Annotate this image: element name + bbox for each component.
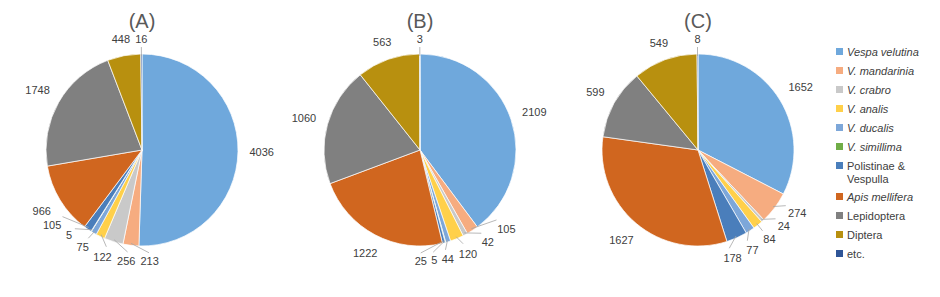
data-label: 178 bbox=[723, 252, 741, 264]
data-label: 256 bbox=[117, 255, 135, 267]
leader-line bbox=[141, 47, 142, 56]
legend-swatch bbox=[836, 143, 843, 150]
data-labels: 2109 10542 120 44 5 25 1222 1060 563 3 bbox=[292, 33, 547, 267]
legend-swatch bbox=[836, 250, 843, 257]
leader-line bbox=[63, 217, 89, 228]
data-label: 44 bbox=[442, 253, 454, 265]
data-label: 24 bbox=[778, 220, 790, 232]
leader-line bbox=[114, 240, 127, 252]
data-label: 4036 bbox=[249, 146, 273, 158]
legend-label: V. crabro bbox=[847, 84, 891, 96]
data-label: 563 bbox=[373, 36, 391, 48]
legend-label: V. ducalis bbox=[847, 122, 894, 134]
data-label: 77 bbox=[746, 244, 758, 256]
data-label: 1748 bbox=[25, 84, 49, 96]
data-label: 120 bbox=[459, 248, 477, 260]
data-label: 122 bbox=[93, 251, 111, 263]
pie-slice bbox=[419, 54, 420, 150]
pie-group: 2109 10542 120 44 5 25 1222 1060 563 3 bbox=[292, 33, 547, 267]
legend-swatch bbox=[836, 67, 843, 74]
leader-line bbox=[471, 220, 496, 229]
leader-line bbox=[729, 236, 736, 248]
data-label: 105 bbox=[497, 223, 515, 235]
data-label: 3 bbox=[417, 33, 423, 45]
leader-line bbox=[421, 241, 444, 253]
legend-label: Polistinae &Vespulla bbox=[847, 160, 906, 185]
legend-swatch bbox=[836, 48, 843, 55]
data-label: 105 bbox=[43, 219, 61, 231]
pie-title: (C) bbox=[684, 10, 712, 32]
data-label: 549 bbox=[650, 36, 668, 48]
pie-slice bbox=[108, 54, 142, 150]
legend-label: Lepidoptera bbox=[847, 210, 906, 222]
data-label: 1627 bbox=[609, 234, 633, 246]
data-label: 42 bbox=[482, 236, 494, 248]
legend-label: etc. bbox=[847, 248, 865, 260]
legend-swatch bbox=[836, 162, 843, 169]
leader-line bbox=[419, 47, 420, 56]
legend-label: Diptera bbox=[847, 229, 883, 241]
data-label: 448 bbox=[112, 33, 130, 45]
chart: 4036213256122755105966174844816(A)210910… bbox=[0, 0, 940, 297]
legend-swatch bbox=[836, 212, 843, 219]
leader-line bbox=[433, 241, 445, 253]
legend-label: V. simillima bbox=[847, 141, 902, 153]
pie-title: (A) bbox=[129, 10, 156, 32]
legend-label: V. analis bbox=[847, 103, 889, 115]
slices bbox=[602, 54, 794, 246]
leader-line bbox=[88, 231, 94, 238]
leader-line bbox=[761, 218, 775, 220]
leader-line bbox=[747, 229, 749, 241]
leader-line bbox=[75, 228, 92, 230]
pie-slice bbox=[602, 137, 727, 246]
data-label: 599 bbox=[586, 86, 604, 98]
data-label: 25 bbox=[415, 255, 427, 267]
leader-line bbox=[131, 243, 149, 252]
legend-swatch bbox=[836, 231, 843, 238]
legend-swatch bbox=[836, 86, 843, 93]
pie-slice bbox=[141, 54, 142, 150]
pie-group: 1652 2742484 77 178 1627 599 549 8 bbox=[586, 33, 813, 265]
data-label: 1222 bbox=[353, 247, 377, 259]
leader-line bbox=[101, 235, 106, 247]
data-labels: 1652 2742484 77 178 1627 599 549 8 bbox=[586, 33, 813, 265]
pie-slice bbox=[139, 54, 238, 246]
leader-line bbox=[757, 223, 763, 230]
pie-title: (B) bbox=[407, 10, 434, 32]
pie-slice bbox=[637, 54, 698, 150]
data-label: 274 bbox=[788, 207, 806, 219]
data-label: 5 bbox=[66, 229, 72, 241]
data-label: 1652 bbox=[788, 81, 812, 93]
legend-swatch bbox=[836, 193, 843, 200]
leader-line bbox=[464, 232, 481, 233]
data-label: 16 bbox=[135, 33, 147, 45]
legend: Vespa velutina V. mandarinia V. crabro V. a… bbox=[836, 46, 919, 260]
slices bbox=[46, 54, 238, 246]
leader-line bbox=[456, 237, 463, 244]
legend-swatch bbox=[836, 105, 843, 112]
legend-label: Vespa velutina bbox=[847, 46, 919, 58]
legend-label: V. mandarinia bbox=[847, 65, 914, 77]
slices bbox=[324, 54, 516, 246]
data-label: 84 bbox=[763, 233, 775, 245]
legend-swatch bbox=[836, 124, 843, 131]
data-label: 8 bbox=[694, 33, 700, 45]
data-label: 213 bbox=[140, 255, 158, 267]
data-label: 75 bbox=[77, 241, 89, 253]
data-label: 2109 bbox=[522, 106, 546, 118]
legend-label: Apis mellifera bbox=[846, 191, 913, 203]
leader-line bbox=[773, 205, 786, 207]
leader-line bbox=[445, 240, 447, 250]
pie-group: 4036 213 256 122 75 5 105 966 1748 448 16 bbox=[25, 33, 274, 267]
leader-line bbox=[697, 47, 698, 56]
data-label: 5 bbox=[431, 254, 437, 266]
data-label: 966 bbox=[33, 205, 51, 217]
data-labels: 4036 213 256 122 75 5 105 966 1748 448 16 bbox=[25, 33, 274, 267]
data-label: 1060 bbox=[292, 112, 316, 124]
pie-slice bbox=[360, 54, 420, 150]
pie-slice bbox=[697, 54, 699, 150]
